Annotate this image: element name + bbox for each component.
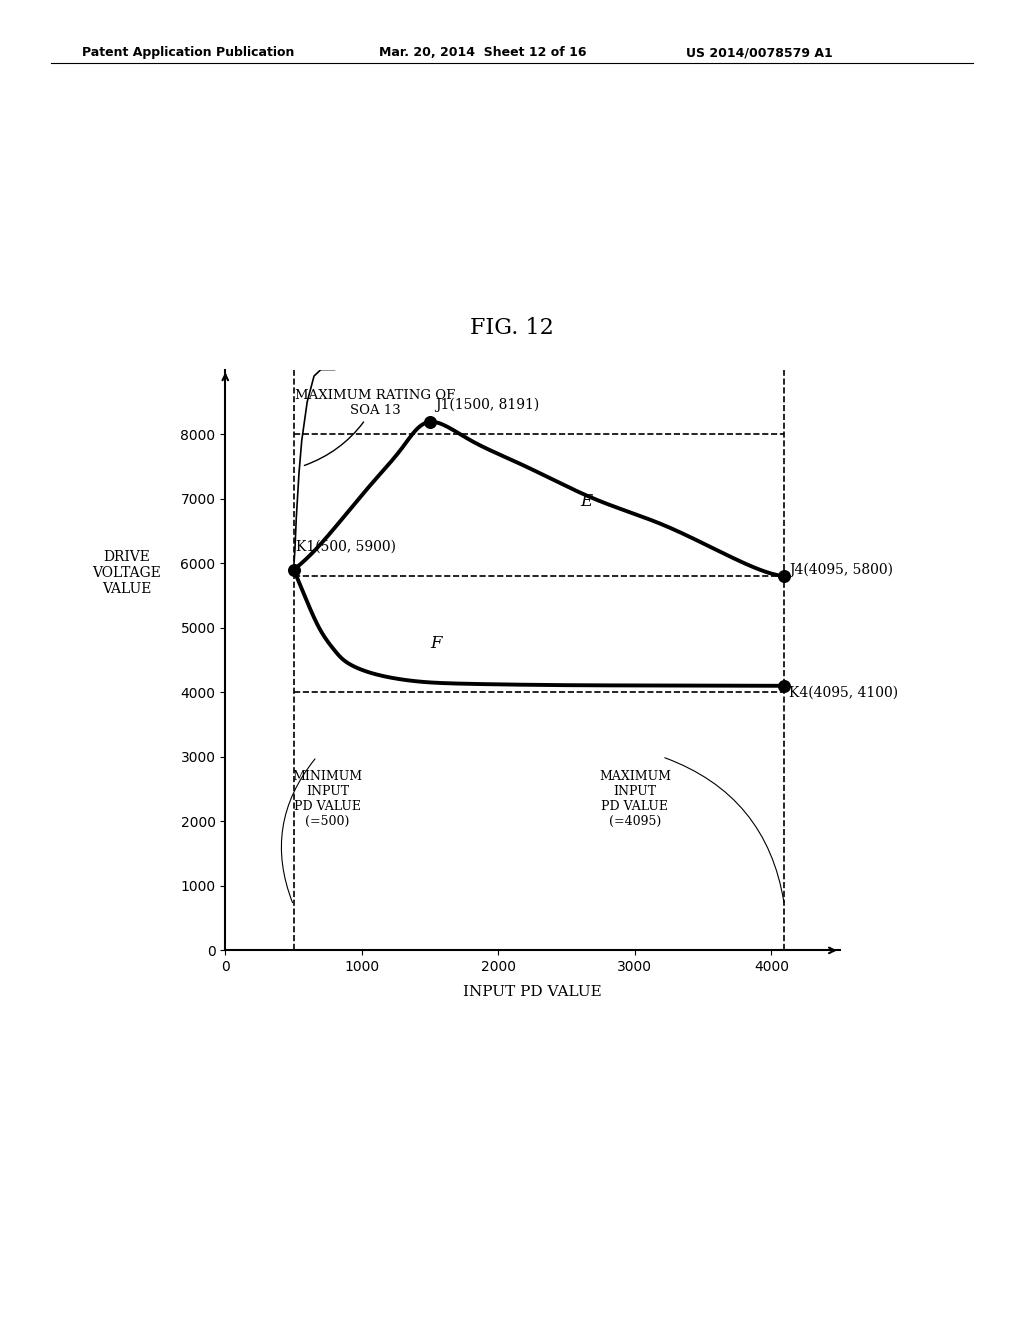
Text: F: F bbox=[430, 635, 441, 652]
Point bbox=[776, 676, 793, 697]
Point bbox=[422, 412, 438, 433]
Text: Mar. 20, 2014  Sheet 12 of 16: Mar. 20, 2014 Sheet 12 of 16 bbox=[379, 46, 587, 59]
Text: DRIVE
VOLTAGE
VALUE: DRIVE VOLTAGE VALUE bbox=[92, 549, 162, 597]
Text: FIG. 12: FIG. 12 bbox=[470, 317, 554, 339]
Text: J1(1500, 8191): J1(1500, 8191) bbox=[435, 397, 540, 412]
Text: MAXIMUM
INPUT
PD VALUE
(=4095): MAXIMUM INPUT PD VALUE (=4095) bbox=[599, 770, 671, 828]
Text: K1(500, 5900): K1(500, 5900) bbox=[296, 540, 396, 553]
Text: Patent Application Publication: Patent Application Publication bbox=[82, 46, 294, 59]
Point bbox=[776, 565, 793, 586]
Text: MINIMUM
INPUT
PD VALUE
(=500): MINIMUM INPUT PD VALUE (=500) bbox=[293, 770, 362, 828]
Text: US 2014/0078579 A1: US 2014/0078579 A1 bbox=[686, 46, 833, 59]
Text: J4(4095, 5800): J4(4095, 5800) bbox=[790, 562, 893, 577]
Text: K4(4095, 4100): K4(4095, 4100) bbox=[790, 685, 898, 700]
Text: E: E bbox=[581, 494, 593, 511]
Text: MAXIMUM RATING OF
SOA 13: MAXIMUM RATING OF SOA 13 bbox=[295, 389, 456, 466]
Point bbox=[286, 560, 302, 581]
X-axis label: INPUT PD VALUE: INPUT PD VALUE bbox=[463, 985, 602, 999]
